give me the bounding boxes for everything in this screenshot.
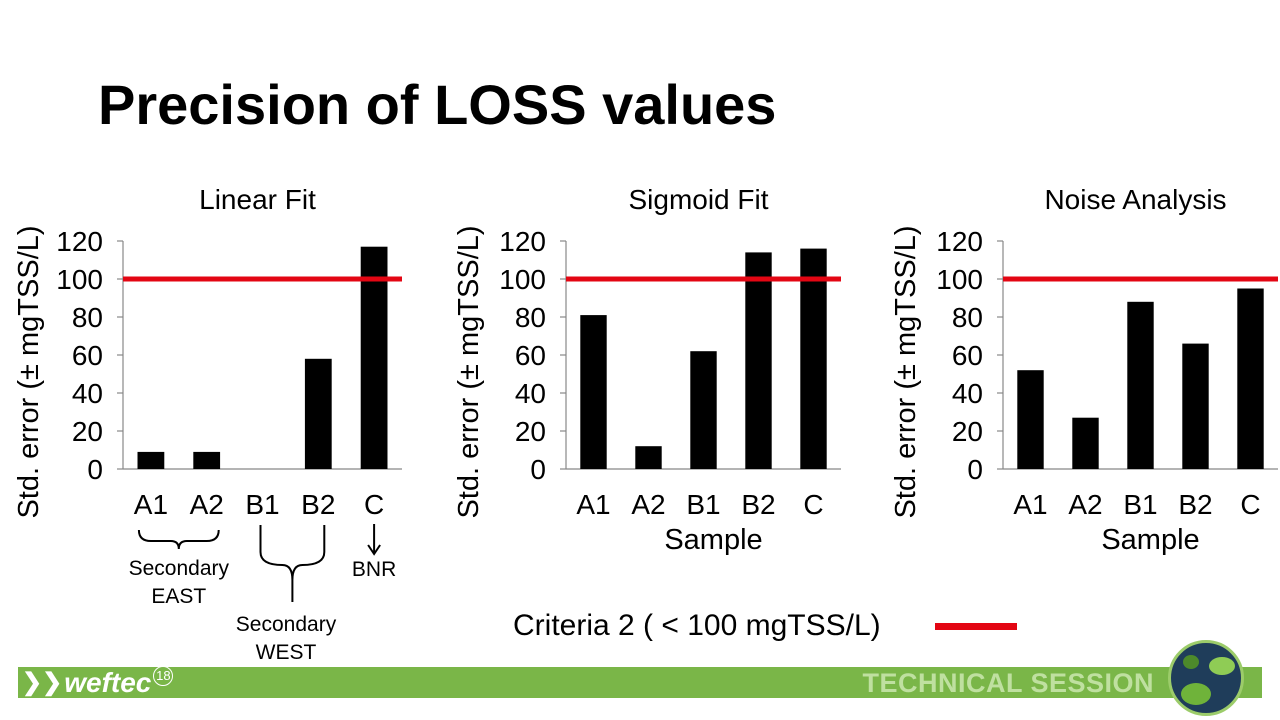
x-tick-label: A2 xyxy=(1068,489,1102,520)
secondary-east-brace xyxy=(137,529,220,550)
x-tick-label: A2 xyxy=(190,489,224,520)
bar-a2 xyxy=(193,451,221,469)
slide-title: Precision of LOSS values xyxy=(98,73,777,136)
y-tick-label: 100 xyxy=(936,264,983,295)
bar-b1 xyxy=(690,351,717,469)
x-tick-label: C xyxy=(1240,489,1260,520)
bar-b2 xyxy=(304,358,332,469)
x-axis-label: Sample xyxy=(664,524,762,556)
x-tick-label: C xyxy=(364,489,384,520)
bar-c xyxy=(360,246,388,469)
legend-label: Criteria 2 ( < 100 mgTSS/L) xyxy=(513,609,881,642)
y-tick-label: 20 xyxy=(72,416,103,447)
y-tick-label: 120 xyxy=(936,226,983,257)
annotation-bnr: BNR xyxy=(352,558,396,581)
x-tick-label: A1 xyxy=(576,489,610,520)
y-tick-label: 60 xyxy=(952,340,983,371)
chart-title: Sigmoid Fit xyxy=(628,184,768,215)
weftec-logo: ❯❯ weftec 18 xyxy=(22,665,174,698)
bar-a1 xyxy=(137,451,165,469)
brand-superscript: 18 xyxy=(153,665,174,686)
y-tick-label: 120 xyxy=(56,226,103,257)
bar-a2 xyxy=(635,446,662,469)
y-tick-label: 0 xyxy=(967,454,983,485)
secondary-west-bracket xyxy=(259,525,326,602)
annotation-secondary-west-line1: Secondary xyxy=(236,613,337,636)
x-tick-label: B1 xyxy=(1123,489,1157,520)
x-tick-label: B1 xyxy=(245,489,279,520)
bar-c xyxy=(1237,288,1264,469)
x-tick-label: B1 xyxy=(686,489,720,520)
x-tick-label: C xyxy=(803,489,823,520)
bar-a2 xyxy=(1072,417,1099,469)
chart-title: Noise Analysis xyxy=(1044,184,1226,215)
x-tick-label: B2 xyxy=(301,489,335,520)
chevron-logo-icon: ❯❯ xyxy=(22,669,63,696)
bar-a1 xyxy=(580,315,607,469)
session-label: TECHNICAL SESSION xyxy=(862,668,1154,698)
y-tick-label: 60 xyxy=(72,340,103,371)
y-tick-label: 120 xyxy=(499,226,546,257)
y-tick-label: 20 xyxy=(952,416,983,447)
y-tick-label: 40 xyxy=(515,378,546,409)
annotation-secondary-west-line2: WEST xyxy=(256,641,317,664)
y-tick-label: 100 xyxy=(56,264,103,295)
brand-name: weftec xyxy=(64,666,152,698)
y-tick-label: 20 xyxy=(515,416,546,447)
y-tick-label: 80 xyxy=(72,302,103,333)
y-tick-label: 80 xyxy=(952,302,983,333)
lily-pad-badge-icon xyxy=(1168,640,1244,716)
annotation-secondary-east-line2: EAST xyxy=(151,585,206,608)
bar-c xyxy=(800,248,827,469)
annotation-secondary-east-line1: Secondary xyxy=(129,557,230,580)
x-axis-label: Sample xyxy=(1101,524,1199,556)
y-tick-label: 80 xyxy=(515,302,546,333)
x-tick-label: A1 xyxy=(134,489,168,520)
x-tick-label: B2 xyxy=(1178,489,1212,520)
footer-bar xyxy=(18,667,1262,698)
bar-b2 xyxy=(745,252,772,469)
y-axis-label: Std. error (± mgTSS/L) xyxy=(453,225,485,518)
y-axis-label: Std. error (± mgTSS/L) xyxy=(13,225,45,518)
x-tick-label: B2 xyxy=(741,489,775,520)
bar-b2 xyxy=(1182,343,1209,469)
y-tick-label: 40 xyxy=(952,378,983,409)
bar-b1 xyxy=(1127,301,1154,469)
chart-title: Linear Fit xyxy=(199,184,316,215)
x-tick-label: A1 xyxy=(1013,489,1047,520)
y-tick-label: 100 xyxy=(499,264,546,295)
y-axis-label: Std. error (± mgTSS/L) xyxy=(890,225,922,518)
y-tick-label: 60 xyxy=(515,340,546,371)
bar-a1 xyxy=(1017,370,1044,469)
legend-swatch xyxy=(935,623,1017,630)
y-tick-label: 0 xyxy=(530,454,546,485)
bnr-arrow-head xyxy=(367,544,381,556)
x-tick-label: A2 xyxy=(631,489,665,520)
y-tick-label: 0 xyxy=(87,454,103,485)
y-tick-label: 40 xyxy=(72,378,103,409)
